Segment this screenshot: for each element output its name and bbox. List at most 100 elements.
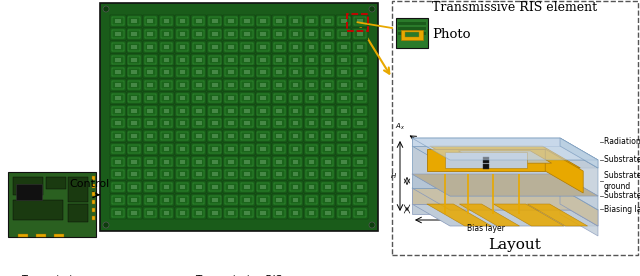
Bar [288,54,303,66]
Bar [304,156,319,168]
Bar [212,121,218,125]
Bar [306,30,317,38]
Bar [241,158,253,166]
Bar [145,119,156,128]
Bar [196,19,202,23]
Bar [260,198,266,202]
Polygon shape [412,174,598,196]
Bar [111,117,125,129]
Bar [164,121,170,125]
Bar [288,28,303,40]
Bar [143,15,158,27]
Bar [308,83,314,87]
Polygon shape [412,138,598,160]
Bar [255,130,271,142]
Bar [207,92,223,104]
Bar [255,181,271,193]
Bar [304,207,319,219]
Bar [212,70,218,75]
Bar [276,134,282,138]
Bar [228,96,234,100]
Bar [129,183,140,191]
Bar [191,67,206,78]
Bar [112,43,124,51]
Bar [177,30,188,38]
Bar [352,168,367,180]
Bar [288,168,303,180]
Bar [290,17,301,25]
Bar [308,211,314,215]
Bar [320,92,335,104]
Bar [193,119,204,128]
Text: Layout: Layout [488,238,541,252]
Bar [325,198,331,202]
Bar [143,117,158,129]
Bar [177,132,188,140]
Bar [131,83,137,87]
Bar [212,172,218,176]
Bar [306,68,317,76]
Bar [320,130,335,142]
Bar [288,194,303,206]
Bar [212,58,218,62]
Bar [207,143,223,155]
Bar [180,19,186,23]
Bar [352,117,367,129]
Bar [357,96,363,100]
Bar [304,92,319,104]
Bar [338,30,349,38]
Bar [257,81,269,89]
Bar [357,211,363,215]
Bar [320,168,335,180]
Bar [223,117,239,129]
Bar [357,185,363,189]
Bar [352,130,367,142]
Bar [322,170,333,179]
Bar [325,45,331,49]
Bar [209,17,221,25]
Bar [260,121,266,125]
Bar [396,18,428,48]
Bar [276,121,282,125]
Bar [143,67,158,78]
Bar [271,92,287,104]
Bar [129,196,140,204]
Bar [177,119,188,128]
Bar [92,208,95,212]
Bar [306,119,317,128]
Bar [177,183,188,191]
Bar [180,172,186,176]
Bar [354,183,365,191]
Bar [164,185,170,189]
Bar [352,181,367,193]
Bar [191,130,206,142]
Bar [207,168,223,180]
Bar [212,147,218,151]
Bar [191,117,206,129]
Bar [276,108,282,113]
Bar [143,54,158,66]
Bar [325,96,331,100]
Bar [322,81,333,89]
Bar [191,92,206,104]
Bar [306,17,317,25]
Bar [175,130,190,142]
Bar [147,211,153,215]
Bar [159,130,174,142]
Bar [239,181,255,193]
Bar [115,45,121,49]
Bar [306,145,317,153]
Bar [271,54,287,66]
Bar [271,181,287,193]
Bar [306,132,317,140]
Text: Bias layer: Bias layer [467,224,505,233]
Bar [115,58,121,62]
Bar [159,79,174,91]
Bar [271,156,287,168]
Bar [131,96,137,100]
Bar [320,105,335,116]
Bar [239,156,255,168]
Bar [145,81,156,89]
Bar [112,132,124,140]
Bar [112,183,124,191]
